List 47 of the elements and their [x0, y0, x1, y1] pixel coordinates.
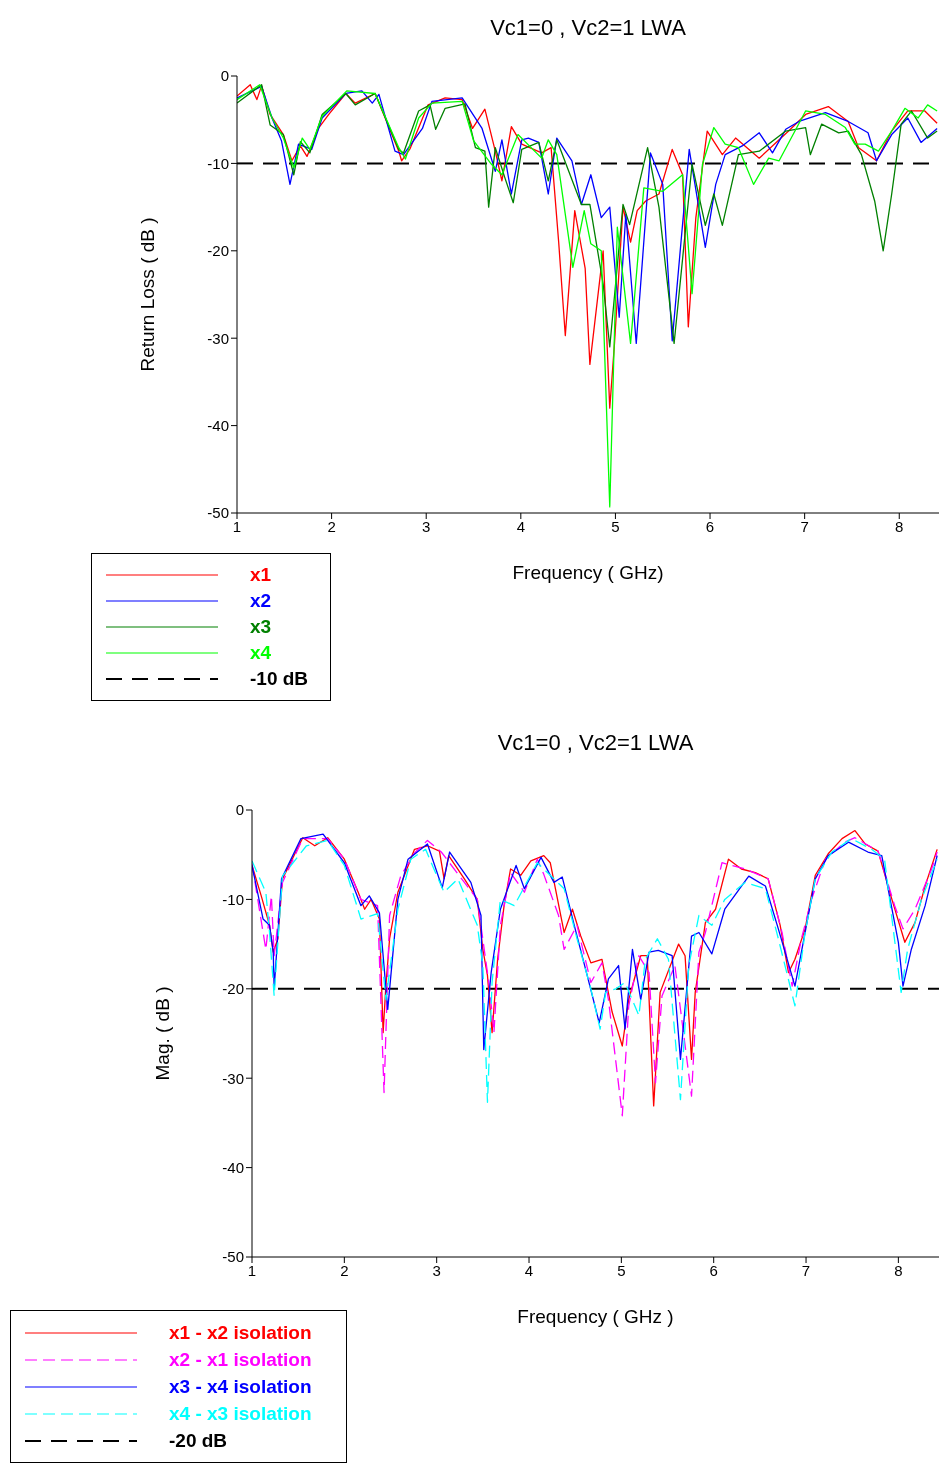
y-tick-label: 0: [220, 67, 229, 85]
x-tick-label: 2: [327, 517, 336, 535]
line-series: [252, 833, 938, 1061]
ref-line-label: -10 dB: [250, 668, 309, 690]
x-axis-title: Frequency ( GHz): [512, 562, 664, 583]
x-tick-label: 4: [516, 517, 525, 535]
text: x4 - x3 isolation: [169, 1402, 312, 1425]
x-axis-title: Frequency ( GHz ): [517, 1306, 674, 1327]
text: x1 - x2 isolation: [169, 1321, 312, 1344]
x-tick-label: 5: [611, 517, 620, 535]
x-tick-label: 3: [432, 1261, 441, 1279]
text: x2 - x1 isolation: [169, 1348, 312, 1371]
y-tick-label: -50: [222, 1248, 244, 1266]
y-tick-label: -30: [222, 1069, 244, 1087]
ref-line-label: -20 dB: [169, 1429, 228, 1452]
x-tick-label: 7: [801, 1261, 811, 1279]
y-tick-label: -40: [222, 1158, 244, 1176]
x-tick-label: 6: [709, 1261, 718, 1279]
y-axis-title: Mag. ( dB ): [151, 986, 173, 1081]
text: x2: [250, 590, 272, 612]
line-series: [237, 84, 938, 508]
x-tick-label: 7: [800, 517, 809, 535]
x-tick-label: 1: [232, 517, 242, 535]
chart-title: Vc1=0 , Vc2=1 LWA: [497, 730, 694, 756]
text: x1: [250, 564, 272, 586]
x-tick-label: 1: [247, 1261, 257, 1279]
x-tick-label: 6: [705, 517, 715, 535]
x-tick-label: 2: [340, 1261, 349, 1279]
text: x3: [250, 616, 272, 638]
y-tick-label: -10: [222, 890, 244, 908]
line-series: [237, 84, 938, 409]
text: x3 - x4 isolation: [169, 1375, 312, 1398]
y-tick-label: -40: [207, 416, 229, 434]
y-tick-label: 0: [235, 801, 244, 819]
y-tick-label: -10: [207, 154, 229, 172]
text: x4: [250, 642, 272, 664]
y-tick-label: -20: [222, 980, 244, 998]
x-tick-label: 3: [422, 517, 431, 535]
chart-title: Vc1=0 , Vc2=1 LWA: [490, 15, 686, 41]
y-tick-label: -20: [207, 242, 229, 260]
y-tick-label: -30: [207, 329, 229, 347]
y-axis-title: Return Loss ( dB ): [136, 217, 158, 372]
x-tick-label: 8: [894, 1261, 903, 1279]
y-tick-label: -50: [207, 504, 229, 522]
x-tick-label: 5: [617, 1261, 626, 1279]
x-tick-label: 4: [524, 1261, 534, 1279]
x-tick-label: 8: [895, 517, 904, 535]
